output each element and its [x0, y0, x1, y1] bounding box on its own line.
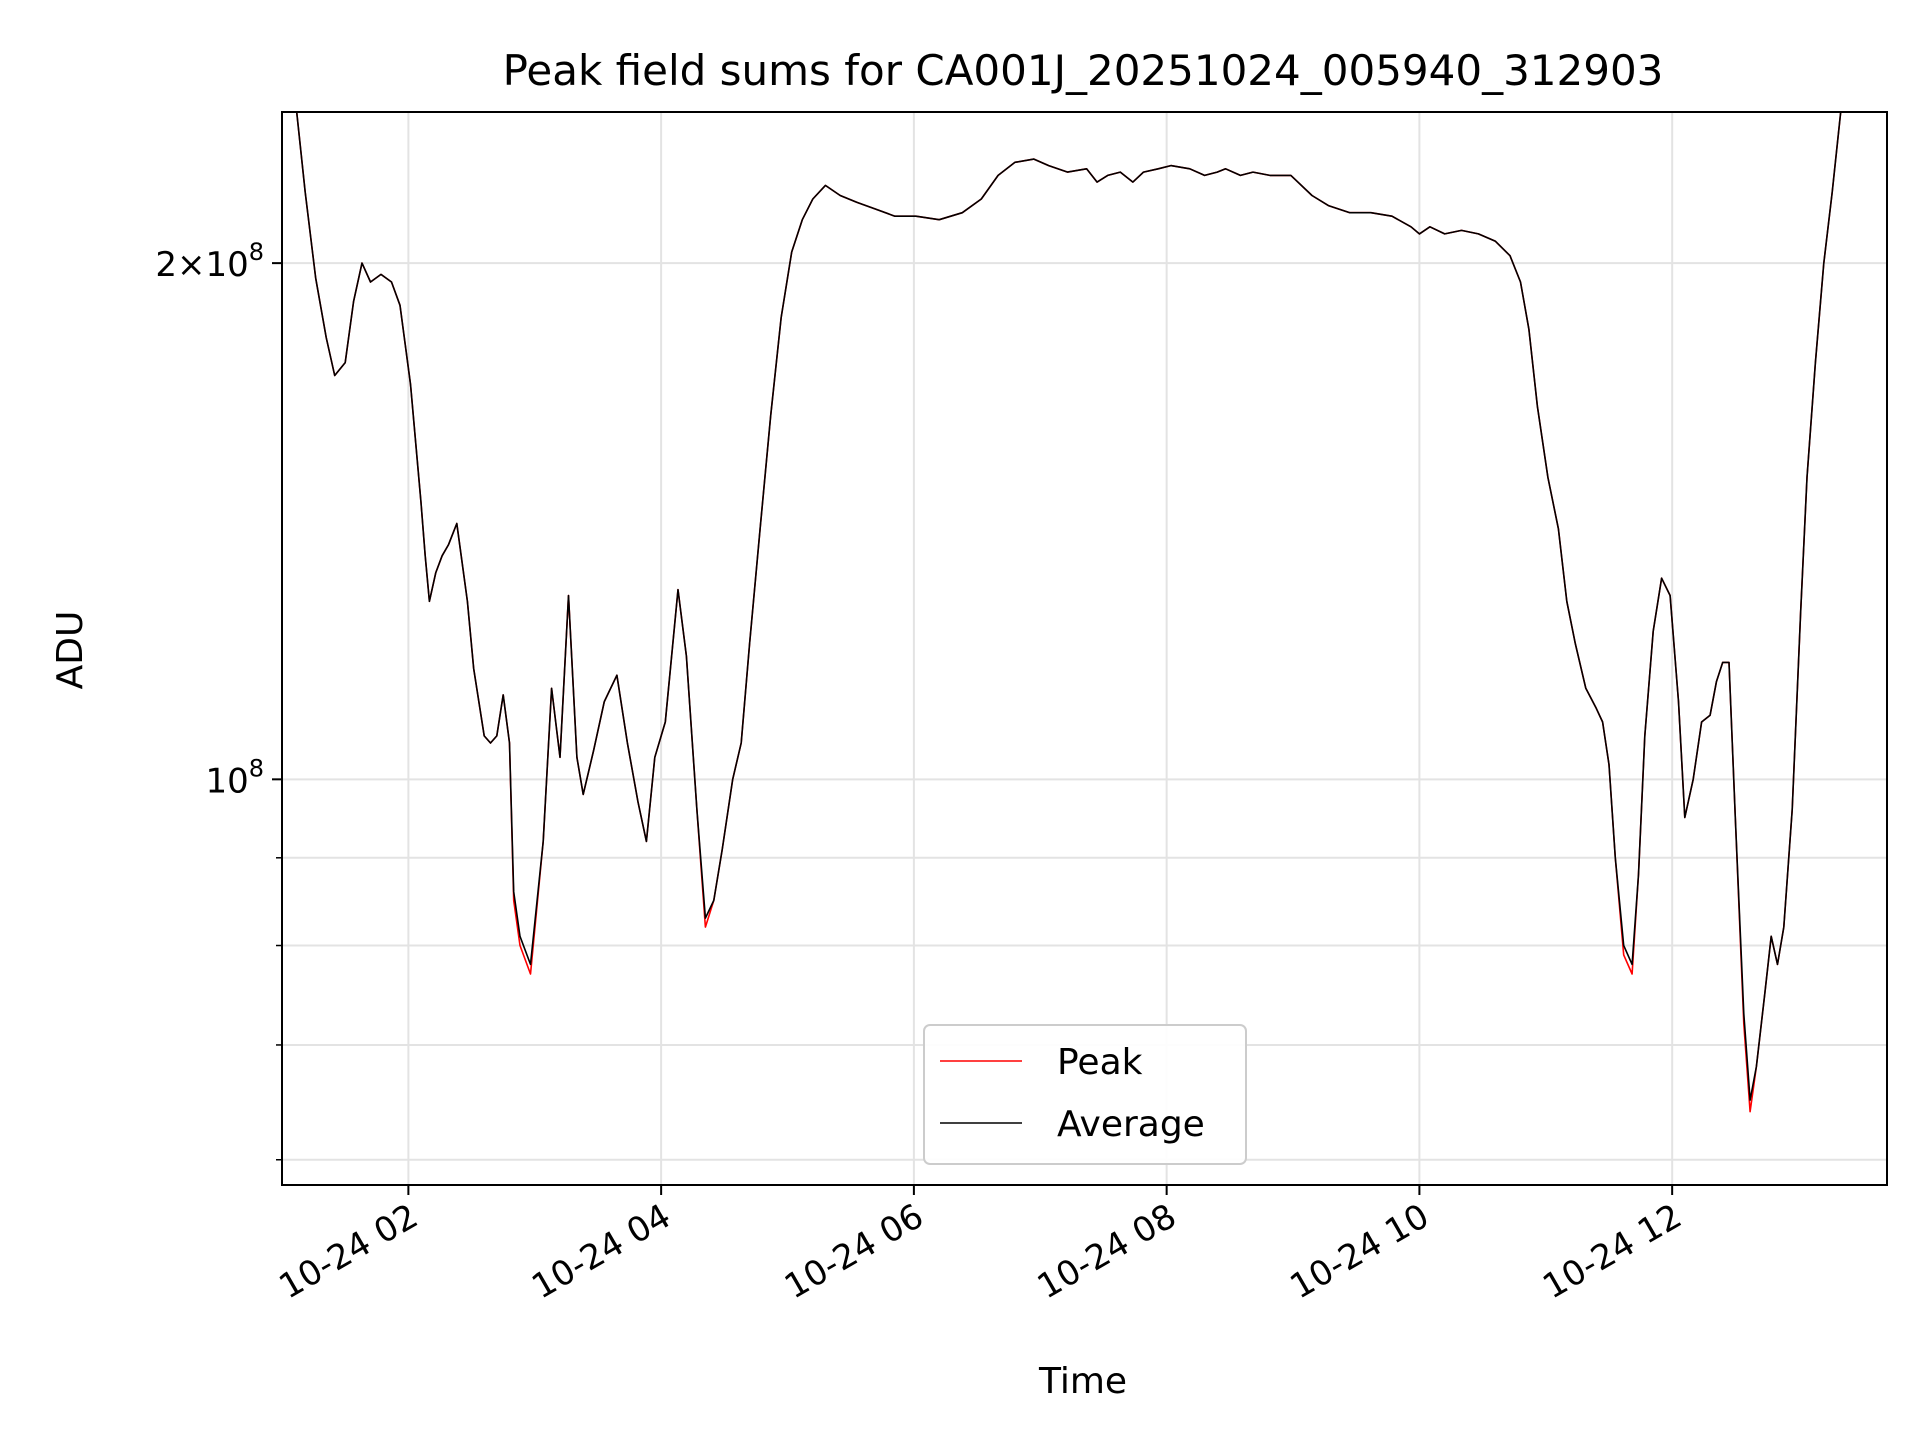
legend: Peak Average [923, 1024, 1247, 1165]
legend-box [923, 1024, 1247, 1165]
y-tick-label: 2×108 [155, 238, 264, 285]
chart-title: Peak field sums for CA001J_20251024_0059… [503, 46, 1664, 95]
plot-frame [281, 111, 1888, 1186]
x-axis-label: Time [1038, 1361, 1127, 1402]
legend-peak-label: Peak [1057, 1042, 1143, 1083]
legend-average-label: Average [1057, 1104, 1205, 1145]
y-axis-label: ADU [50, 611, 91, 690]
plot-area [282, 112, 1887, 1185]
series-line-average [295, 112, 1842, 1101]
y-tick-label: 108 [205, 754, 264, 801]
series-lines [295, 112, 1842, 1113]
grid-lines [282, 112, 1887, 1185]
